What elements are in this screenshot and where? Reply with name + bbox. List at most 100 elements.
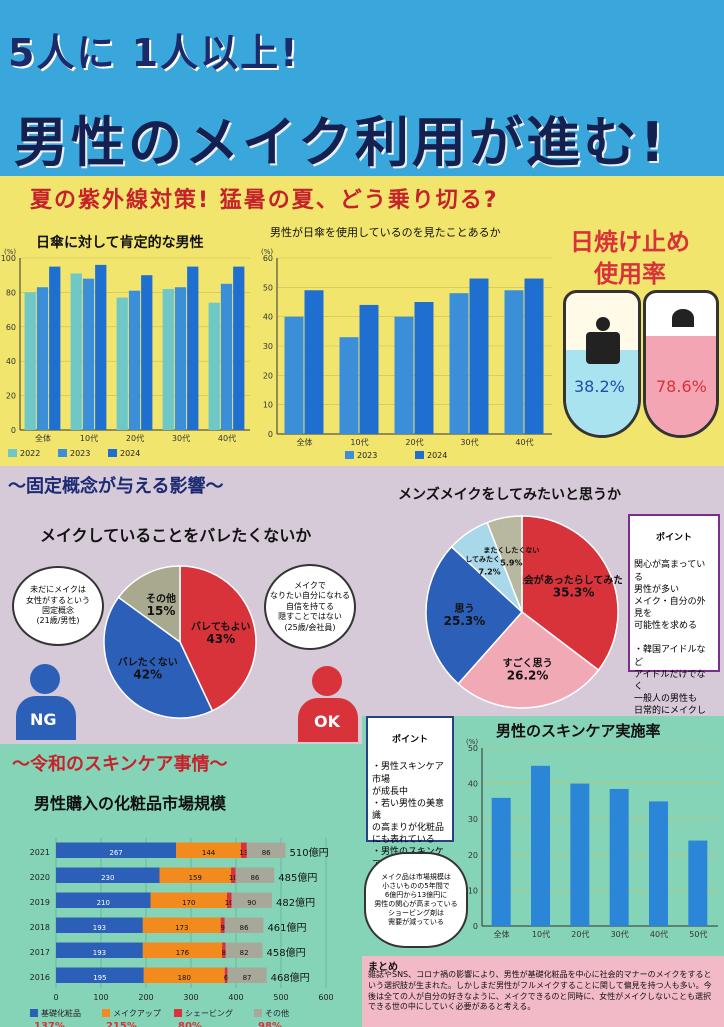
reiwa-panel: 〜令和のスキンケア事情〜 男性購入の化粧品市場規模 0 100 200 300 400 5…	[0, 744, 362, 1027]
person-ok-icon: OK	[298, 666, 358, 742]
y-tick-label: 2018	[30, 923, 50, 932]
y-tick-label: 0	[11, 426, 16, 435]
pie-pct: 25.3%	[444, 614, 486, 628]
bar-value-label: 9	[220, 924, 224, 932]
y-tick-label: 20	[468, 851, 478, 860]
legend-label: 2023	[70, 449, 90, 458]
bar	[82, 278, 95, 430]
bar-value-label: 180	[178, 974, 191, 982]
bar	[235, 867, 275, 883]
bubble-left: 未だにメイクは 女性がするという 固定概念 (21歳/男性)	[12, 566, 104, 646]
bar-value-label: 159	[189, 874, 202, 882]
bar-value-label: 10	[225, 899, 234, 907]
pie-slice	[179, 565, 257, 712]
bar	[36, 287, 49, 430]
pie-pct: 35.3%	[553, 585, 595, 599]
x-tick-label: 600	[318, 993, 333, 1002]
bar-total-label: 461億円	[267, 921, 306, 934]
x-tick-label: 30代	[611, 929, 629, 939]
y-tick-label: 80	[6, 288, 16, 297]
bar	[208, 302, 220, 430]
pie-label: またくしたくない	[483, 545, 539, 554]
bar	[187, 266, 199, 430]
bar-value-label: 6	[224, 974, 229, 982]
x-tick-label: 40代	[218, 433, 236, 443]
bar	[141, 275, 153, 430]
bar	[240, 842, 247, 858]
legend-label: 2024	[120, 449, 140, 458]
legend-swatch	[8, 449, 17, 457]
bar-total-label: 482億円	[276, 896, 315, 909]
bar	[56, 892, 151, 908]
x-tick-label: 50代	[689, 929, 707, 939]
bar	[531, 765, 550, 926]
x-tick-label: 300	[183, 993, 198, 1002]
x-tick-label: 全体	[35, 433, 51, 443]
legend-swatch	[174, 1009, 182, 1017]
x-tick-label: 20代	[571, 929, 589, 939]
bar-value-label: 173	[175, 924, 188, 932]
y-tick-label: 20	[263, 371, 273, 380]
bar-value-label: 10	[229, 874, 238, 882]
skincare-title: 男性のスキンケア実施率	[496, 722, 661, 740]
bar	[142, 917, 221, 933]
point-box-2-label: ポイント	[391, 735, 428, 746]
pie-pct: 15%	[147, 604, 176, 618]
bar-total-label: 510億円	[290, 846, 329, 859]
summer-heading: 夏の紫外線対策! 猛暑の夏、どう乗り切る?	[30, 188, 499, 213]
bar	[449, 293, 469, 434]
point-box-1-text: 関心が高まっている 男性が多い メイク・自分の外見を 可能性を求める ・韓国アイ…	[634, 560, 706, 728]
legend-label: その他	[265, 1008, 289, 1018]
point-box-2: ポイント ・男性スキンケア市場 が成長中 ・若い男性の美意識 の高まりが化粧品 …	[366, 716, 454, 906]
y-tick-label: 2021	[30, 848, 50, 857]
legend-swatch	[345, 451, 354, 459]
x-tick-label: 10代	[80, 433, 98, 443]
bar	[224, 917, 264, 933]
pie-label: 機会があったらしてみたい	[514, 573, 622, 586]
tube-fill-male	[566, 349, 638, 435]
summer-panel: 夏の紫外線対策! 猛暑の夏、どう乗り切る? 日傘に対して肯定的な男性 男性が日傘…	[0, 176, 724, 466]
legend-label: 2022	[20, 449, 40, 458]
pie-slice	[521, 515, 619, 672]
bar-total-label: 485億円	[278, 871, 317, 884]
legend-label: シェービング	[185, 1008, 233, 1018]
pie-label: 思う	[454, 603, 474, 615]
bar-value-label: 82	[240, 949, 249, 957]
sunscreen-title-2: 使用率	[594, 260, 666, 288]
y-unit-label: (%)	[261, 248, 273, 256]
legend-swatch	[30, 1009, 38, 1017]
pie-label: バレたくない	[118, 657, 178, 669]
mens-panel: メンズメイクをしてみたいと思うか 機会があったらしてみたい 35.3% すごく思う 2…	[362, 466, 724, 728]
skincare-panel: 男性のスキンケア実施率 (%) 0 10 20 30 40 50 全体 10代 20代 30代 40代…	[362, 716, 724, 956]
bar-value-label: 90	[247, 899, 256, 907]
y-tick-label: 30	[468, 815, 478, 824]
x-tick-label: 400	[228, 993, 243, 1002]
bar	[224, 967, 228, 983]
bar	[222, 942, 226, 958]
x-tick-label: 20代	[405, 437, 423, 447]
x-tick-label: 100	[93, 993, 108, 1002]
chart1-svg: (%) 0 20 40 60 80 100 全体 10代 20代 30代 40代 2022 2023 202…	[1, 248, 250, 458]
person-icon	[666, 309, 700, 349]
bar-value-label: 193	[93, 949, 106, 957]
bar-value-label: 86	[250, 874, 259, 882]
pie-label: バレてもよい	[191, 621, 251, 633]
pie-slice	[486, 515, 523, 613]
bar	[159, 867, 232, 883]
y-tick-label: 100	[1, 254, 16, 263]
stereo-heading: 〜固定概念が与える影響〜	[8, 476, 224, 497]
bar	[233, 266, 245, 430]
pie-label: その他	[146, 592, 176, 605]
sunscreen-tube-male: 38.2%	[563, 290, 641, 438]
bar	[162, 288, 174, 430]
bar-value-label: 86	[240, 924, 249, 932]
x-tick-label: 10代	[350, 437, 368, 447]
bar-value-label: 195	[93, 974, 106, 982]
bar	[491, 797, 511, 926]
sunscreen-female-pct: 78.6%	[656, 377, 707, 396]
x-tick-label: 全体	[297, 437, 313, 447]
pie1-title: メイクしていることをバレたくないか	[40, 526, 312, 545]
bar	[56, 867, 160, 883]
summary-label: まとめ	[368, 962, 398, 973]
